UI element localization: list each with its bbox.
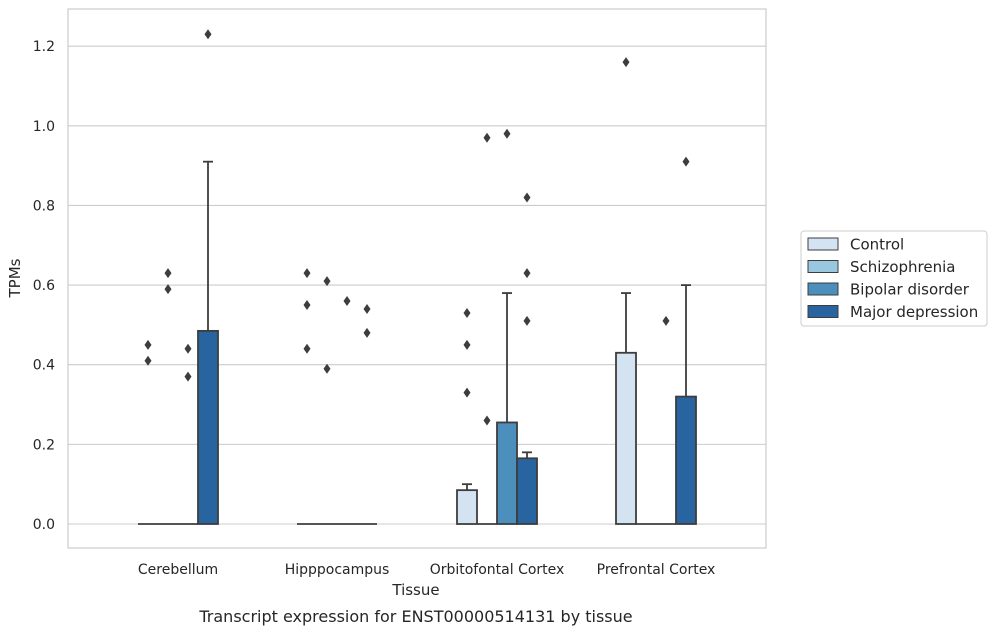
outlier-point (523, 315, 531, 326)
x-tick-label: Cerebellum (138, 562, 218, 578)
outlier-point (483, 132, 491, 143)
bar (456, 489, 478, 525)
outlier-point (184, 371, 192, 382)
x-axis-title: Tissue (391, 581, 439, 599)
outlier-point (303, 343, 311, 354)
legend-swatch (807, 260, 839, 273)
outlier-point (503, 128, 511, 139)
outlier-point (463, 339, 471, 350)
outlier-point (184, 343, 192, 354)
outlier-points (144, 29, 690, 426)
outlier-point (463, 307, 471, 318)
bar (675, 395, 697, 525)
legend-swatch (807, 305, 839, 318)
outlier-point (323, 363, 331, 374)
outlier-point (164, 284, 172, 295)
legend-box (800, 230, 988, 327)
bar (496, 421, 518, 525)
legend: Control Schizophrenia Bipolar disorder Majo… (800, 230, 988, 327)
y-tick-label: 0.6 (33, 278, 55, 294)
outlier-point (323, 276, 331, 287)
legend-label: Control (850, 236, 904, 254)
outlier-point (622, 57, 630, 68)
x-tick-label: Hipppocampus (285, 562, 390, 578)
plot-frame (67, 8, 767, 549)
grid-lines (68, 45, 766, 525)
outlier-point (144, 355, 152, 366)
x-tick-label: Orbitofontal Cortex (430, 562, 565, 578)
outlier-point (483, 415, 491, 426)
outlier-point (662, 315, 670, 326)
bar (197, 329, 219, 525)
outlier-point (303, 300, 311, 311)
y-tick-label: 0.0 (33, 517, 55, 533)
outlier-point (523, 268, 531, 279)
legend-label: Major depression (850, 303, 978, 321)
bars (138, 160, 697, 525)
y-axis-title: TPMs (6, 258, 24, 298)
y-tick-label: 1.0 (33, 119, 55, 135)
y-tick-label: 1.2 (33, 39, 55, 55)
y-tick-label: 0.8 (33, 198, 55, 214)
y-tick-label: 0.4 (33, 358, 55, 374)
legend-swatch (807, 237, 839, 251)
outlier-point (144, 339, 152, 350)
outlier-point (303, 268, 311, 279)
outlier-point (523, 192, 531, 203)
y-tick-label: 0.2 (33, 437, 55, 453)
outlier-point (463, 387, 471, 398)
outlier-point (363, 327, 371, 338)
outlier-point (682, 156, 690, 167)
chart-caption: Transcript expression for ENST0000051413… (198, 607, 632, 626)
outlier-point (164, 268, 172, 279)
bar (516, 457, 538, 525)
x-tick-labels: Cerebellum Hipppocampus Orbitofontal Corte… (138, 562, 715, 578)
legend-label: Schizophrenia (850, 258, 955, 276)
legend-label: Bipolar disorder (850, 281, 970, 299)
bar (615, 351, 637, 525)
x-tick-label: Prefrontal Cortex (597, 562, 716, 578)
outlier-point (343, 296, 351, 307)
outlier-point (363, 303, 371, 314)
legend-swatch (807, 282, 839, 296)
outlier-point (204, 29, 212, 40)
y-tick-labels: 0.0 0.2 0.4 0.6 0.8 1.0 1.2 (33, 39, 55, 533)
